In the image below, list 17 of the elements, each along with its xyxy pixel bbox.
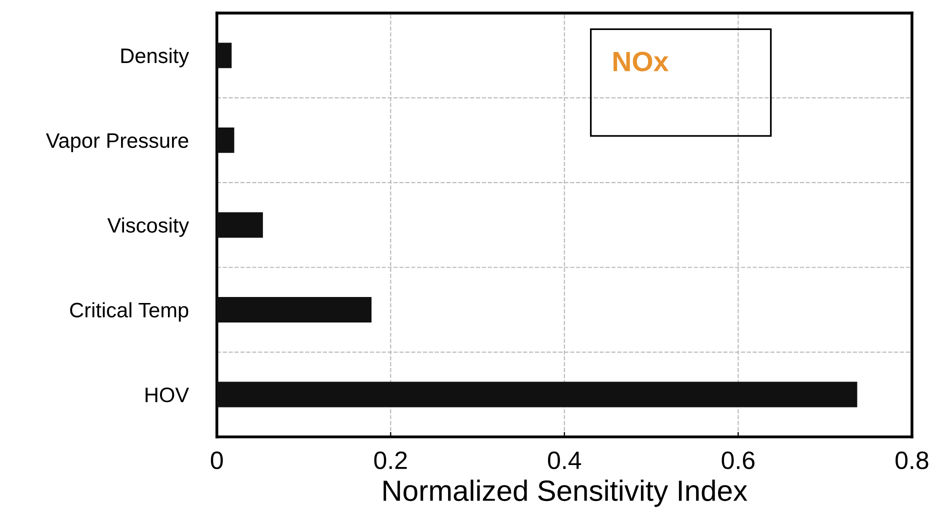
y-tick-label: HOV xyxy=(146,388,189,402)
y-tick-label: Critical Temp xyxy=(70,302,188,322)
bar xyxy=(216,42,232,68)
x-tick-label: 0.4 xyxy=(548,451,582,470)
y-tick-label: Vapor Pressure xyxy=(46,133,188,152)
bar xyxy=(216,297,372,322)
y-tick-label: Density xyxy=(121,48,190,68)
bar xyxy=(216,382,858,408)
x-tick-label: 0.8 xyxy=(896,451,928,470)
x-axis-title: Normalized Sensitivity Index xyxy=(384,480,748,507)
bar xyxy=(216,127,234,153)
x-tick-label: 0.2 xyxy=(374,451,407,470)
x-tick-label: 0.6 xyxy=(722,451,754,470)
bar xyxy=(216,212,263,238)
y-tick-label: Viscosity xyxy=(107,217,190,237)
annotation: NOx xyxy=(614,52,669,72)
x-tick-label: 0 xyxy=(210,451,223,470)
